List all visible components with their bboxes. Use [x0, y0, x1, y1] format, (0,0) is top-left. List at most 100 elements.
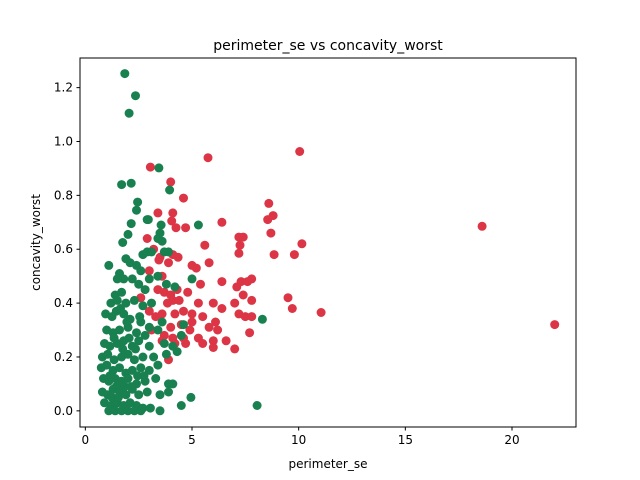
- y-tick-label: 0.8: [54, 188, 73, 202]
- data-point: [117, 287, 127, 297]
- data-point: [133, 371, 143, 381]
- x-tick-label: 15: [398, 433, 413, 447]
- data-point: [157, 236, 167, 246]
- y-axis: 0.0 0.2 0.4 0.6 0.8 1.0 1.2: [54, 81, 80, 418]
- data-point: [104, 406, 114, 416]
- data-point: [132, 205, 141, 215]
- data-point: [230, 298, 240, 308]
- data-point: [252, 401, 262, 410]
- data-point: [129, 355, 139, 365]
- data-point: [161, 279, 171, 289]
- data-point: [477, 221, 487, 231]
- data-point: [170, 282, 180, 292]
- data-point: [316, 308, 326, 317]
- data-point: [124, 108, 134, 118]
- data-point: [123, 406, 133, 416]
- data-point: [153, 208, 163, 218]
- y-tick-label: 1.0: [54, 134, 73, 148]
- data-point: [168, 208, 178, 218]
- data-point: [142, 387, 152, 397]
- data-point: [131, 344, 140, 354]
- data-point: [126, 178, 136, 188]
- data-point: [186, 392, 196, 402]
- data-point: [144, 322, 154, 332]
- data-point: [132, 328, 141, 338]
- data-point: [153, 360, 163, 370]
- data-point: [144, 341, 154, 351]
- data-point: [113, 392, 123, 402]
- data-point: [183, 287, 193, 297]
- data-point: [120, 69, 130, 79]
- data-point: [165, 185, 175, 195]
- data-point: [136, 363, 146, 373]
- data-point: [268, 211, 278, 221]
- data-point: [145, 403, 155, 413]
- data-point: [230, 344, 240, 354]
- data-point: [181, 339, 191, 348]
- data-point: [257, 314, 267, 324]
- data-point: [103, 349, 113, 359]
- data-point: [145, 162, 155, 172]
- data-point: [129, 406, 139, 416]
- data-point: [134, 279, 144, 289]
- y-axis-label: concavity_worst: [29, 194, 43, 291]
- data-point: [123, 229, 133, 239]
- data-point: [179, 320, 188, 330]
- data-point: [161, 349, 171, 359]
- data-point: [198, 312, 208, 322]
- data-point: [138, 250, 148, 260]
- data-point: [167, 216, 177, 226]
- x-tick-label: 5: [188, 433, 196, 447]
- y-tick-label: 1.2: [54, 81, 73, 95]
- data-point: [151, 374, 161, 383]
- data-point: [266, 228, 276, 238]
- data-point: [238, 290, 248, 300]
- data-point: [170, 309, 180, 319]
- data-point: [295, 147, 305, 156]
- data-point: [124, 333, 134, 343]
- data-point: [204, 258, 214, 268]
- data-point: [187, 274, 197, 284]
- data-point: [112, 295, 122, 305]
- data-point: [240, 312, 250, 322]
- data-point: [126, 219, 136, 229]
- data-point: [297, 239, 307, 249]
- data-point: [171, 223, 181, 233]
- data-point: [166, 322, 176, 332]
- data-point: [176, 330, 186, 340]
- data-point: [147, 247, 156, 257]
- data-point: [136, 266, 146, 276]
- data-point: [198, 339, 208, 348]
- data-point: [105, 341, 115, 351]
- data-point: [185, 325, 195, 335]
- data-point: [149, 352, 159, 362]
- data-point: [232, 282, 242, 292]
- data-point: [283, 293, 293, 303]
- data-point: [155, 390, 165, 400]
- data-point: [140, 330, 150, 340]
- data-point: [203, 153, 213, 163]
- data-point: [156, 220, 166, 230]
- data-point: [159, 339, 169, 348]
- data-point: [193, 220, 203, 230]
- data-point: [110, 406, 120, 416]
- x-axis-label: perimeter_se: [289, 457, 368, 471]
- data-point: [179, 306, 188, 316]
- data-point: [204, 322, 214, 332]
- x-tick-label: 0: [82, 433, 90, 447]
- data-point: [118, 344, 128, 354]
- data-point: [117, 406, 127, 416]
- data-point: [235, 240, 245, 250]
- data-point: [122, 317, 132, 327]
- data-point: [157, 317, 167, 327]
- data-point: [107, 392, 117, 402]
- data-point: [172, 347, 182, 357]
- data-point: [109, 333, 119, 343]
- data-point: [144, 306, 154, 316]
- x-tick-label: 20: [504, 433, 519, 447]
- data-point: [105, 371, 115, 381]
- data-point: [117, 180, 127, 190]
- data-point: [119, 274, 129, 284]
